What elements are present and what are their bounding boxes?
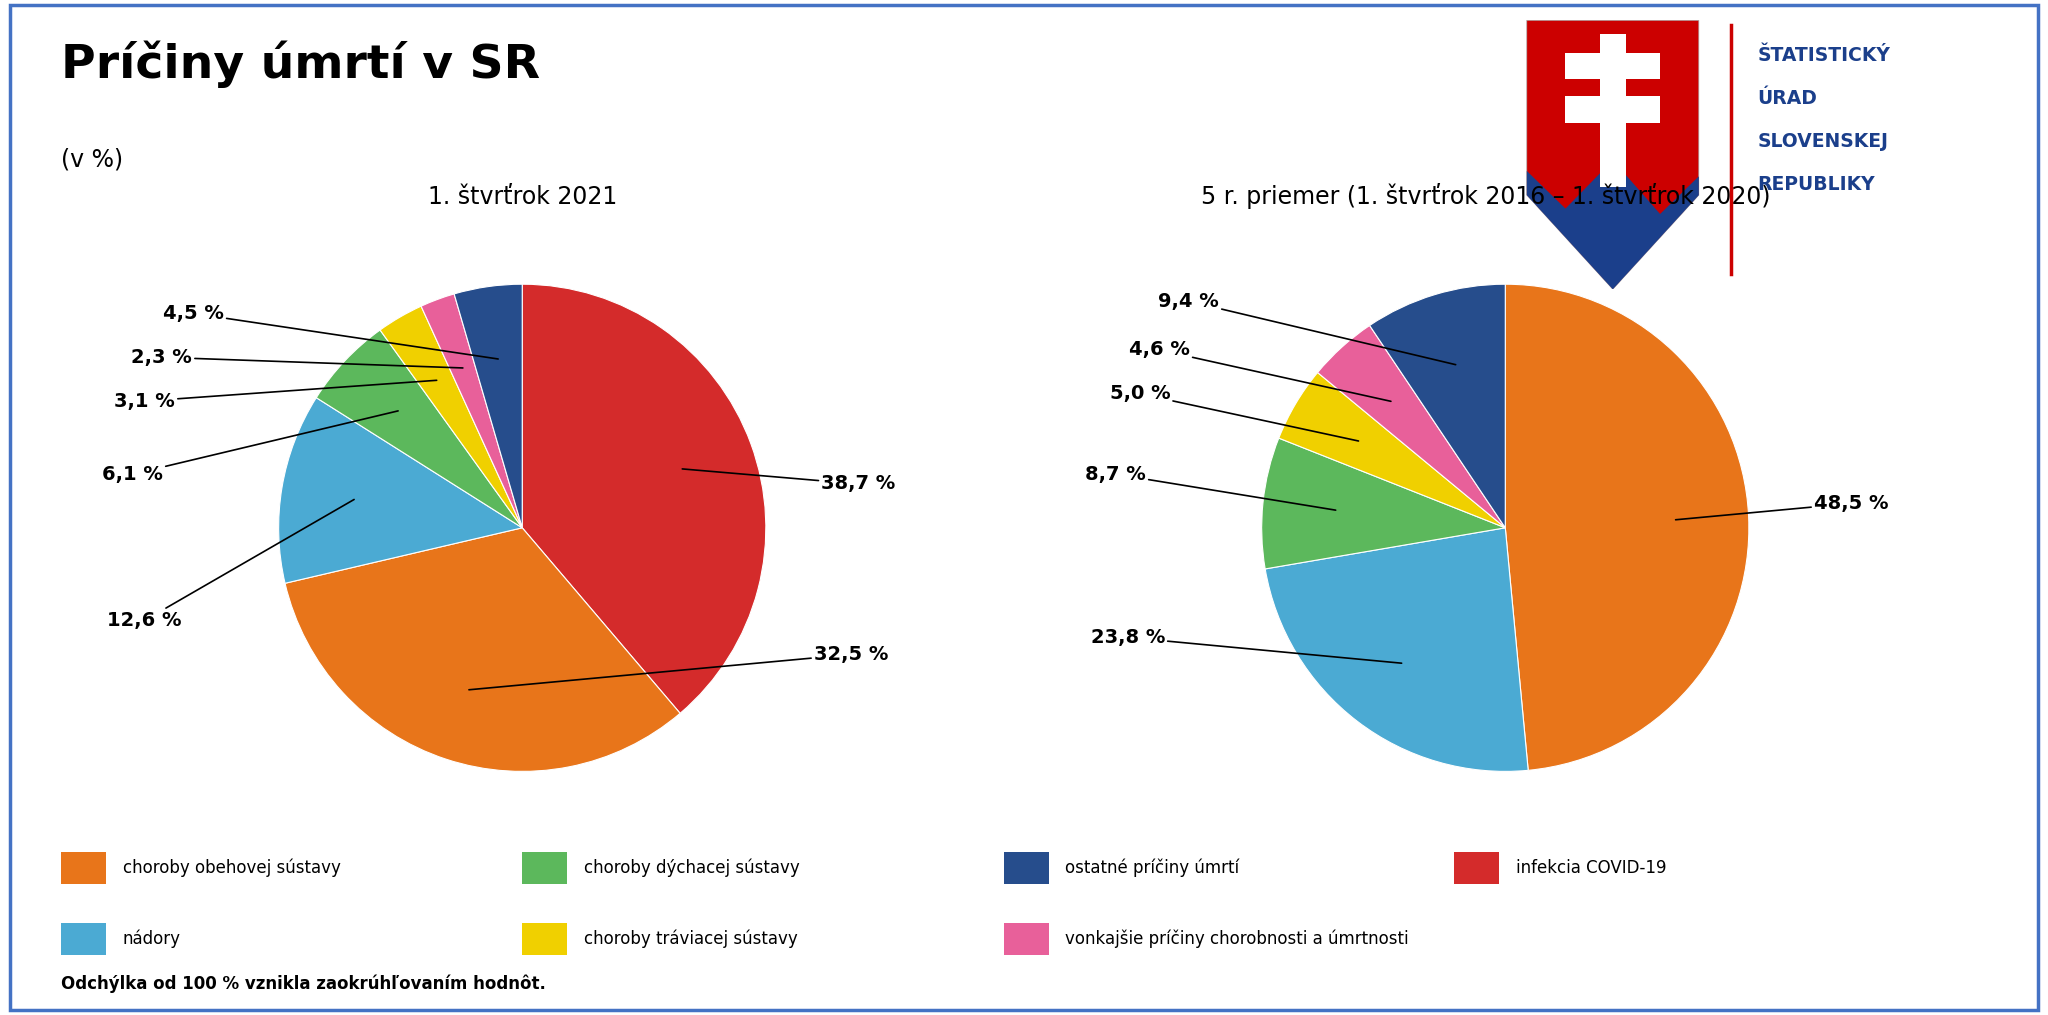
Text: nádory: nádory xyxy=(123,930,180,948)
Text: 5,0 %: 5,0 % xyxy=(1110,385,1358,441)
Text: 6,1 %: 6,1 % xyxy=(102,411,397,484)
Wedge shape xyxy=(315,330,522,528)
Text: 3,1 %: 3,1 % xyxy=(115,381,436,411)
Bar xyxy=(1599,33,1626,187)
Text: 48,5 %: 48,5 % xyxy=(1675,494,1888,520)
Polygon shape xyxy=(1526,20,1700,289)
Text: choroby dýchacej sústavy: choroby dýchacej sústavy xyxy=(584,859,799,877)
Text: vonkajšie príčiny chorobnosti a úmrtnosti: vonkajšie príčiny chorobnosti a úmrtnost… xyxy=(1065,930,1409,948)
Text: 9,4 %: 9,4 % xyxy=(1159,291,1456,364)
Text: ÚRAD: ÚRAD xyxy=(1757,89,1817,109)
Wedge shape xyxy=(422,294,522,528)
Text: REPUBLIKY: REPUBLIKY xyxy=(1757,175,1874,194)
Text: 38,7 %: 38,7 % xyxy=(682,469,895,493)
Text: 4,5 %: 4,5 % xyxy=(164,303,498,359)
Text: SLOVENSKEJ: SLOVENSKEJ xyxy=(1757,132,1888,151)
Text: 4,6 %: 4,6 % xyxy=(1128,340,1391,401)
Wedge shape xyxy=(1370,284,1505,528)
Text: 8,7 %: 8,7 % xyxy=(1085,465,1335,511)
Title: 1. štvrťrok 2021: 1. štvrťrok 2021 xyxy=(428,185,616,209)
Wedge shape xyxy=(279,398,522,584)
Wedge shape xyxy=(1317,326,1505,528)
Text: choroby tráviacej sústavy: choroby tráviacej sústavy xyxy=(584,930,797,948)
Wedge shape xyxy=(1266,528,1528,771)
Bar xyxy=(1565,53,1661,79)
Wedge shape xyxy=(381,307,522,528)
Text: ostatné príčiny úmrtí: ostatné príčiny úmrtí xyxy=(1065,859,1239,877)
Wedge shape xyxy=(1262,438,1505,569)
Text: Príčiny úmrtí v SR: Príčiny úmrtí v SR xyxy=(61,41,541,88)
Text: 32,5 %: 32,5 % xyxy=(469,645,889,690)
Wedge shape xyxy=(1278,373,1505,528)
Text: ŠTATISTICKÝ: ŠTATISTICKÝ xyxy=(1757,46,1890,65)
Text: (v %): (v %) xyxy=(61,147,123,172)
Polygon shape xyxy=(1526,160,1700,289)
Text: 12,6 %: 12,6 % xyxy=(106,499,354,630)
Text: infekcia COVID-19: infekcia COVID-19 xyxy=(1516,859,1665,877)
Wedge shape xyxy=(522,284,766,714)
Text: Odchýlka od 100 % vznikla zaokrúhľovaním hodnôt.: Odchýlka od 100 % vznikla zaokrúhľovaním… xyxy=(61,974,547,993)
Text: 23,8 %: 23,8 % xyxy=(1090,628,1401,663)
Bar xyxy=(1565,95,1661,123)
Text: choroby obehovej sústavy: choroby obehovej sústavy xyxy=(123,859,340,877)
Wedge shape xyxy=(285,528,680,771)
Text: 2,3 %: 2,3 % xyxy=(131,348,463,368)
Wedge shape xyxy=(455,284,522,528)
Wedge shape xyxy=(1505,284,1749,770)
Text: 5 r. priemer (1. štvrťrok 2016 – 1. štvrťrok 2020): 5 r. priemer (1. štvrťrok 2016 – 1. štvr… xyxy=(1200,183,1769,209)
